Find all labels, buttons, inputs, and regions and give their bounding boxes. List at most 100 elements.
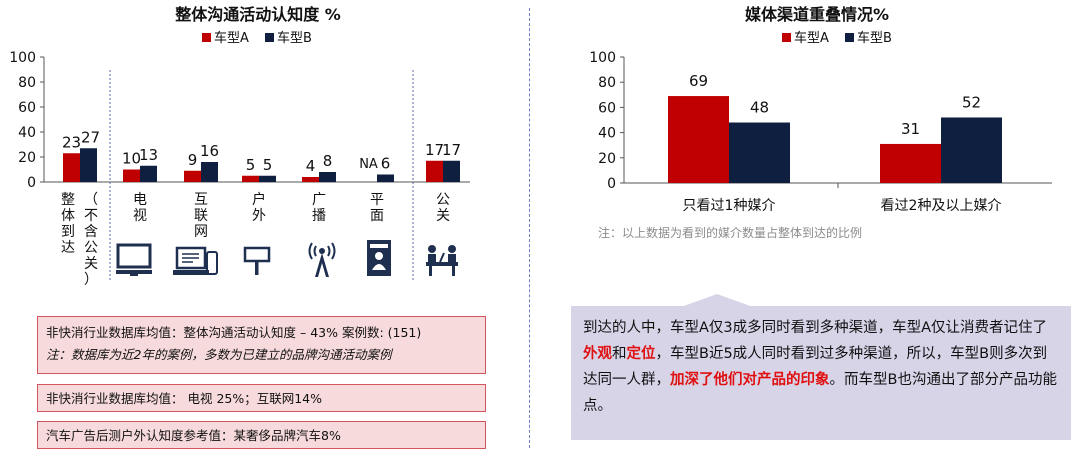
category-label: 只看过1种媒介: [683, 198, 776, 214]
bar-car-a: [123, 169, 140, 182]
y-axis: 0 20 40 60 80 100: [9, 50, 470, 191]
data-label-car-b: 17: [442, 141, 461, 159]
bar-car-a: [880, 143, 941, 183]
category-label-char: 关: [436, 208, 450, 224]
panel-divider: [529, 8, 530, 448]
data-label-car-a: 4: [306, 157, 316, 175]
category-label-char: 关: [84, 256, 98, 272]
chart-legend: 车型A 车型B: [782, 30, 892, 46]
category-label-char: 到: [61, 224, 75, 240]
summary-text-part: 。而车型B也沟通出了部分产品功能点。: [583, 372, 1057, 414]
legend-label-car-b: 车型B: [857, 30, 892, 46]
data-label-car-a: 31: [901, 120, 920, 138]
category-label-char: 公: [84, 240, 98, 256]
y-tick-label: 80: [18, 75, 36, 91]
y-tick-label: 60: [18, 100, 36, 116]
data-label-car-b: 16: [200, 142, 219, 160]
data-labels: 69 48 31 52: [689, 72, 981, 138]
bar-car-b: [319, 172, 336, 182]
benchmark-note-box-3: 汽车广告后测户外认知度参考值：某奢侈品牌汽车8%: [37, 421, 486, 449]
chart-title: 媒体渠道重叠情况%: [745, 5, 889, 24]
bar-car-b: [80, 148, 97, 182]
data-label-car-a: 9: [188, 151, 198, 169]
category-label-char: 网: [194, 224, 208, 240]
data-label-car-b: 48: [750, 99, 769, 117]
benchmark-note-footnote: 注：数据库为近2年的案例，多数为已建立的品牌沟通活动案例: [46, 347, 392, 362]
category-label-char: 体: [61, 208, 75, 224]
bar-car-b: [201, 162, 218, 182]
data-label-car-b: 27: [81, 128, 100, 146]
category-label-char: 播: [312, 208, 326, 224]
legend-label-car-b: 车型B: [277, 30, 312, 46]
bar-car-a: [63, 153, 80, 182]
legend-swatch-car-a: [202, 33, 211, 42]
chart-legend: 车型A 车型B: [202, 30, 312, 46]
bar-car-a: [302, 177, 319, 182]
category-label-char: 户: [252, 191, 266, 208]
legend-label-car-a: 车型A: [794, 30, 829, 46]
y-tick-label: 80: [598, 75, 616, 91]
bars: [668, 96, 1002, 183]
magazine-icon: [367, 240, 391, 276]
benchmark-note-line: 非快消行业数据库均值： 电视 25%；互联网14%: [46, 391, 323, 406]
billboard-icon: [243, 246, 271, 275]
y-tick-label: 20: [598, 151, 616, 167]
y-tick-label: 0: [607, 176, 616, 192]
legend-swatch-car-b: [845, 33, 854, 42]
category-label-char: 互: [194, 192, 208, 208]
legend-label-car-a: 车型A: [214, 30, 249, 46]
category-label-char: 电: [133, 192, 147, 208]
y-tick-label: 100: [9, 50, 36, 66]
data-label-car-b: 5: [263, 156, 273, 174]
y-tick-label: 100: [589, 50, 616, 66]
category-labels: 只看过1种媒介 看过2种及以上媒介: [683, 198, 1002, 214]
tv-icon: [116, 243, 152, 276]
benchmark-note-line: 非快消行业数据库均值：整体沟通活动认知度 – 43% 案例数: (151): [46, 325, 422, 340]
category-label-char: ）: [84, 272, 98, 288]
data-label-car-b: 6: [381, 155, 391, 173]
data-label-car-a: 10: [122, 150, 141, 168]
summary-callout: 到达的人中，车型A仅3成多同时看到多种渠道，车型A仅让消费者记住了外观和定位，车…: [571, 294, 1071, 442]
legend-swatch-car-b: [265, 33, 274, 42]
bar-car-b: [377, 174, 394, 182]
y-tick-label: 40: [18, 125, 36, 141]
summary-text: 到达的人中，车型A仅3成多同时看到多种渠道，车型A仅让消费者记住了外观和定位，车…: [571, 306, 1071, 440]
data-label-car-a: 17: [425, 141, 444, 159]
y-tick-label: 40: [598, 126, 616, 142]
chart-footnote: 注：以上数据为看到的媒介数量占整体到达的比例: [598, 226, 863, 240]
category-label-char: 联: [194, 208, 208, 224]
bar-car-b: [729, 122, 790, 183]
category-label-char: 外: [252, 208, 266, 224]
legend-swatch-car-a: [782, 33, 791, 42]
data-label-car-a: 5: [246, 156, 256, 174]
category-label-char: 面: [370, 208, 384, 224]
data-label-car-a: NA: [359, 157, 378, 172]
bars: [63, 148, 460, 182]
bar-car-a: [668, 96, 729, 183]
bar-car-b: [259, 175, 276, 182]
data-label-car-b: 8: [323, 152, 333, 170]
summary-text-part: 和: [612, 346, 627, 362]
radio-tower-icon: [308, 242, 336, 277]
data-label-car-b: 13: [139, 146, 158, 164]
category-label-char: 公: [436, 192, 450, 208]
y-tick-label: 60: [598, 100, 616, 116]
benchmark-note-box-2: 非快消行业数据库均值： 电视 25%；互联网14%: [37, 384, 486, 412]
data-label-car-b: 52: [962, 93, 981, 111]
category-label-char: 广: [312, 192, 326, 208]
category-label-char: 整: [61, 192, 75, 208]
bar-car-a: [426, 160, 443, 182]
summary-text-part: 到达的人中，车型A仅3成多同时看到多种渠道，车型A仅让消费者记住了: [583, 320, 1048, 336]
bar-car-b: [941, 117, 1002, 183]
category-label: 看过2种及以上媒介: [881, 198, 1002, 214]
bar-car-b: [140, 165, 157, 182]
category-label-char: 平: [370, 192, 384, 208]
category-label-char: 达: [61, 240, 75, 256]
category-label-char: 不: [84, 208, 98, 224]
benchmark-note-line: 汽车广告后测户外认知度参考值：某奢侈品牌汽车8%: [46, 428, 341, 443]
computer-devices-icon: [173, 246, 218, 275]
